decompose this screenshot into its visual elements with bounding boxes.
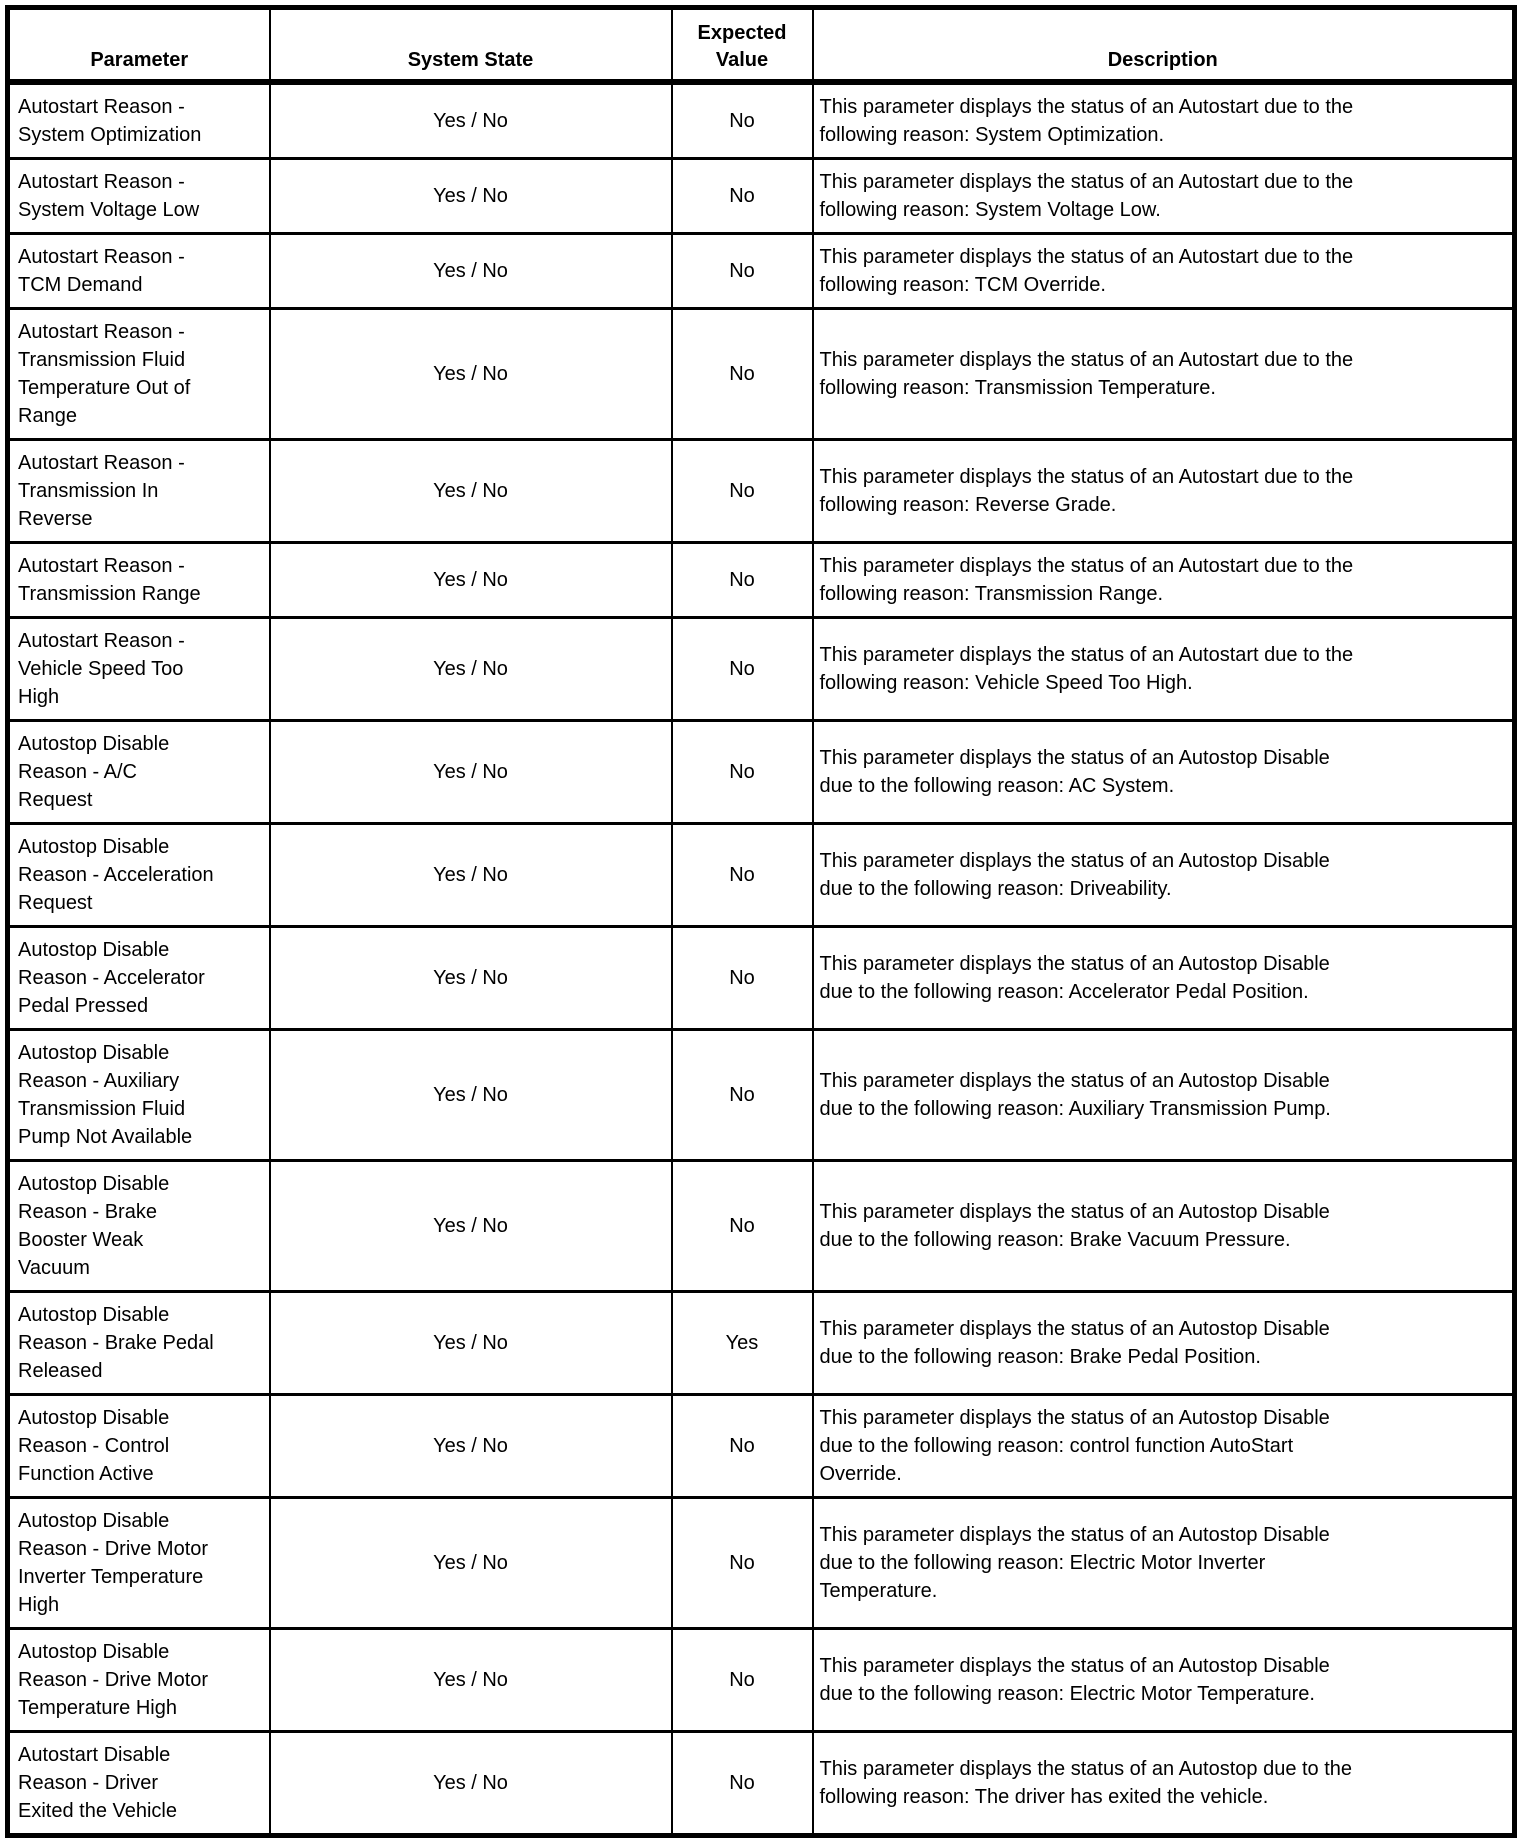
cell-parameter: Autostop Disable Reason - Acceleration R… bbox=[6, 822, 271, 928]
parameter-table: Parameter System State Expected Value De… bbox=[5, 5, 1517, 1838]
cell-expected-value: No bbox=[670, 1028, 814, 1162]
cell-parameter: Autostart Reason - System Optimization bbox=[6, 80, 271, 160]
cell-parameter: Autostart Reason - Transmission In Rever… bbox=[6, 438, 271, 544]
table-row: Autostart Reason - System Voltage Low Ye… bbox=[6, 157, 1516, 235]
table-row: Autostart Reason - Vehicle Speed Too Hig… bbox=[6, 616, 1516, 722]
cell-parameter: Autostart Reason - Transmission Range bbox=[6, 541, 271, 619]
cell-expected-value: No bbox=[670, 719, 814, 825]
column-header-description: Description bbox=[811, 6, 1516, 85]
cell-description: This parameter displays the status of an… bbox=[811, 1627, 1516, 1733]
cell-description: This parameter displays the status of an… bbox=[811, 616, 1516, 722]
cell-system-state: Yes / No bbox=[268, 1159, 673, 1293]
cell-expected-value: No bbox=[670, 1627, 814, 1733]
cell-system-state: Yes / No bbox=[268, 157, 673, 235]
cell-expected-value: No bbox=[670, 438, 814, 544]
table-row: Autostart Reason - Transmission In Rever… bbox=[6, 438, 1516, 544]
cell-system-state: Yes / No bbox=[268, 822, 673, 928]
cell-expected-value: No bbox=[670, 232, 814, 310]
table-row: Autostop Disable Reason - Drive Motor Te… bbox=[6, 1627, 1516, 1733]
cell-description: This parameter displays the status of an… bbox=[811, 1730, 1516, 1837]
table-body: Autostart Reason - System Optimization Y… bbox=[6, 80, 1516, 1837]
cell-parameter: Autostart Reason - System Voltage Low bbox=[6, 157, 271, 235]
table-row: Autostart Reason - TCM Demand Yes / No N… bbox=[6, 232, 1516, 310]
cell-description: This parameter displays the status of an… bbox=[811, 822, 1516, 928]
column-header-expected-value: Expected Value bbox=[670, 6, 814, 85]
cell-parameter: Autostop Disable Reason - Auxiliary Tran… bbox=[6, 1028, 271, 1162]
cell-system-state: Yes / No bbox=[268, 1496, 673, 1630]
cell-system-state: Yes / No bbox=[268, 925, 673, 1031]
cell-system-state: Yes / No bbox=[268, 1393, 673, 1499]
table-header: Parameter System State Expected Value De… bbox=[6, 6, 1516, 85]
cell-expected-value: No bbox=[670, 1159, 814, 1293]
table-row: Autostop Disable Reason - Drive Motor In… bbox=[6, 1496, 1516, 1630]
table-row: Autostop Disable Reason - Auxiliary Tran… bbox=[6, 1028, 1516, 1162]
table-row: Autostop Disable Reason - Brake Booster … bbox=[6, 1159, 1516, 1293]
cell-expected-value: No bbox=[670, 1496, 814, 1630]
header-row: Parameter System State Expected Value De… bbox=[6, 6, 1516, 85]
cell-system-state: Yes / No bbox=[268, 1730, 673, 1837]
cell-expected-value: No bbox=[670, 541, 814, 619]
cell-parameter: Autostart Reason - TCM Demand bbox=[6, 232, 271, 310]
cell-expected-value: No bbox=[670, 1730, 814, 1837]
cell-system-state: Yes / No bbox=[268, 719, 673, 825]
cell-expected-value: No bbox=[670, 157, 814, 235]
cell-system-state: Yes / No bbox=[268, 1290, 673, 1396]
cell-system-state: Yes / No bbox=[268, 541, 673, 619]
cell-description: This parameter displays the status of an… bbox=[811, 1393, 1516, 1499]
cell-system-state: Yes / No bbox=[268, 1627, 673, 1733]
cell-parameter: Autostop Disable Reason - Drive Motor In… bbox=[6, 1496, 271, 1630]
cell-parameter: Autostart Reason - Vehicle Speed Too Hig… bbox=[6, 616, 271, 722]
column-header-parameter: Parameter bbox=[6, 6, 271, 85]
cell-expected-value: No bbox=[670, 80, 814, 160]
cell-parameter: Autostart Reason - Transmission Fluid Te… bbox=[6, 307, 271, 441]
cell-system-state: Yes / No bbox=[268, 307, 673, 441]
cell-system-state: Yes / No bbox=[268, 1028, 673, 1162]
cell-parameter: Autostop Disable Reason - Drive Motor Te… bbox=[6, 1627, 271, 1733]
cell-description: This parameter displays the status of an… bbox=[811, 925, 1516, 1031]
cell-parameter: Autostop Disable Reason - A/C Request bbox=[6, 719, 271, 825]
table-row: Autostart Disable Reason - Driver Exited… bbox=[6, 1730, 1516, 1837]
cell-expected-value: No bbox=[670, 822, 814, 928]
cell-description: This parameter displays the status of an… bbox=[811, 307, 1516, 441]
cell-expected-value: No bbox=[670, 925, 814, 1031]
table-row: Autostart Reason - Transmission Range Ye… bbox=[6, 541, 1516, 619]
cell-system-state: Yes / No bbox=[268, 80, 673, 160]
column-header-system-state: System State bbox=[268, 6, 673, 85]
cell-parameter: Autostop Disable Reason - Control Functi… bbox=[6, 1393, 271, 1499]
table-row: Autostart Reason - System Optimization Y… bbox=[6, 80, 1516, 160]
cell-description: This parameter displays the status of an… bbox=[811, 719, 1516, 825]
table-row: Autostart Reason - Transmission Fluid Te… bbox=[6, 307, 1516, 441]
cell-parameter: Autostop Disable Reason - Brake Booster … bbox=[6, 1159, 271, 1293]
table-row: Autostop Disable Reason - Brake Pedal Re… bbox=[6, 1290, 1516, 1396]
table-row: Autostop Disable Reason - Acceleration R… bbox=[6, 822, 1516, 928]
cell-expected-value: No bbox=[670, 307, 814, 441]
table-row: Autostop Disable Reason - Control Functi… bbox=[6, 1393, 1516, 1499]
table-row: Autostop Disable Reason - Accelerator Pe… bbox=[6, 925, 1516, 1031]
cell-expected-value: Yes bbox=[670, 1290, 814, 1396]
cell-description: This parameter displays the status of an… bbox=[811, 80, 1516, 160]
cell-description: This parameter displays the status of an… bbox=[811, 1496, 1516, 1630]
cell-description: This parameter displays the status of an… bbox=[811, 1028, 1516, 1162]
cell-description: This parameter displays the status of an… bbox=[811, 541, 1516, 619]
cell-system-state: Yes / No bbox=[268, 438, 673, 544]
cell-system-state: Yes / No bbox=[268, 232, 673, 310]
cell-description: This parameter displays the status of an… bbox=[811, 232, 1516, 310]
cell-description: This parameter displays the status of an… bbox=[811, 1290, 1516, 1396]
cell-description: This parameter displays the status of an… bbox=[811, 1159, 1516, 1293]
cell-description: This parameter displays the status of an… bbox=[811, 438, 1516, 544]
cell-parameter: Autostop Disable Reason - Brake Pedal Re… bbox=[6, 1290, 271, 1396]
cell-expected-value: No bbox=[670, 616, 814, 722]
cell-parameter: Autostop Disable Reason - Accelerator Pe… bbox=[6, 925, 271, 1031]
cell-system-state: Yes / No bbox=[268, 616, 673, 722]
cell-parameter: Autostart Disable Reason - Driver Exited… bbox=[6, 1730, 271, 1837]
cell-expected-value: No bbox=[670, 1393, 814, 1499]
cell-description: This parameter displays the status of an… bbox=[811, 157, 1516, 235]
table-row: Autostop Disable Reason - A/C Request Ye… bbox=[6, 719, 1516, 825]
